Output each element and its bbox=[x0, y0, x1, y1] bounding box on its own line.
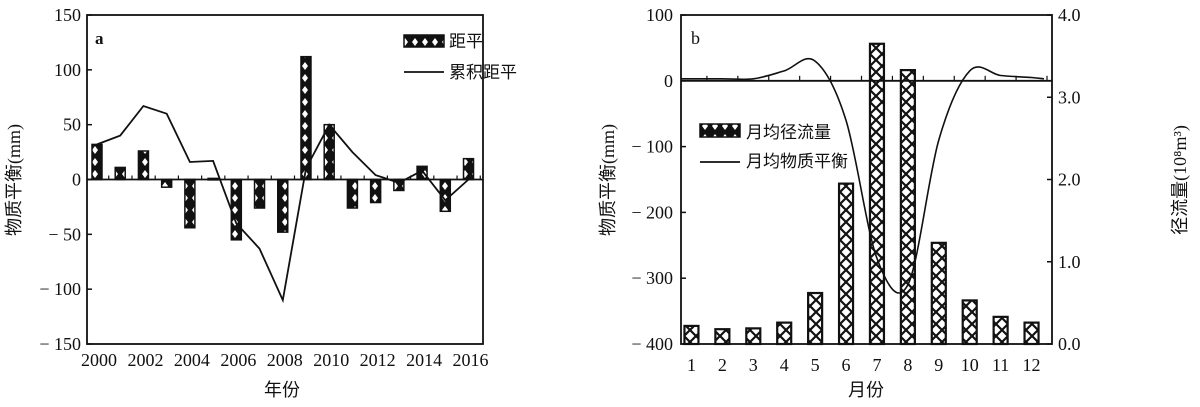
y-tick-label: 50 bbox=[63, 115, 81, 135]
x-tick-label: 1 bbox=[687, 355, 696, 375]
bar bbox=[745, 327, 762, 346]
legend-bar-label: 月均径流量 bbox=[746, 123, 831, 142]
y-tick-label: − 200 bbox=[631, 202, 673, 222]
right-y-tick-label: 2.0 bbox=[1058, 170, 1081, 190]
chart-panel-b: 100 0 − 100 − 200 − 300 − 400 4.0 3.0 2.0 1.0 0.0… bbox=[598, 5, 1191, 400]
x-tick-label: 7 bbox=[872, 355, 881, 375]
bar bbox=[837, 182, 855, 346]
x-tick-label: 2004 bbox=[174, 350, 210, 370]
legend-line-label: 累积距平 bbox=[449, 63, 517, 82]
y-tick-label: − 300 bbox=[631, 268, 673, 288]
bar bbox=[462, 157, 475, 181]
y-axis-label: 物质平衡(mm) bbox=[598, 124, 619, 236]
bar bbox=[346, 178, 359, 209]
bar bbox=[160, 178, 173, 188]
x-tick-label: 5 bbox=[811, 355, 820, 375]
x-axis-label: 年份 bbox=[264, 380, 300, 400]
x-tick-label: 2008 bbox=[267, 350, 303, 370]
x-tick-label: 6 bbox=[842, 355, 851, 375]
bar bbox=[137, 150, 150, 181]
x-tick-label: 2002 bbox=[127, 350, 163, 370]
bar bbox=[930, 241, 947, 346]
right-y-axis-label: 径流量(10⁸m³) bbox=[1170, 125, 1191, 235]
right-y-tick-label: 3.0 bbox=[1058, 87, 1081, 107]
bar bbox=[184, 178, 196, 229]
y-tick-label: − 100 bbox=[631, 137, 673, 157]
y-tick-label: − 400 bbox=[631, 334, 673, 354]
bar bbox=[992, 315, 1009, 346]
bar bbox=[807, 291, 824, 346]
legend: 月均径流量 月均物质平衡 bbox=[699, 123, 848, 171]
plot-frame bbox=[680, 14, 1053, 345]
y-axis-label: 物质平衡(mm) bbox=[4, 124, 25, 236]
bar bbox=[253, 178, 266, 209]
bar bbox=[776, 321, 793, 346]
x-tick-label: 10 bbox=[961, 355, 979, 375]
bar bbox=[714, 328, 731, 346]
runoff-bars bbox=[683, 42, 1040, 346]
chart-panel-a: 150 100 50 0 − 50 − 100 − 150 2000 2002 2004 2006… bbox=[4, 5, 517, 400]
x-tick-label: 8 bbox=[903, 355, 912, 375]
x-axis-ticks: 1 2 3 4 5 6 7 8 9 10 11 12 bbox=[687, 75, 1048, 375]
y-tick-label: − 100 bbox=[39, 279, 81, 299]
x-axis-ticks: 2000 2002 2004 2006 2008 2010 2012 2014 2016 bbox=[81, 175, 489, 370]
y-tick-label: 100 bbox=[646, 5, 673, 25]
x-tick-label: 9 bbox=[934, 355, 943, 375]
bar bbox=[230, 178, 243, 241]
x-tick-label: 2 bbox=[718, 355, 727, 375]
y-tick-label: 150 bbox=[54, 5, 81, 25]
mass-balance-line bbox=[680, 57, 1045, 294]
y-tick-label: − 150 bbox=[39, 334, 81, 354]
legend-bar-swatch bbox=[699, 123, 741, 138]
bar bbox=[961, 299, 978, 346]
y-axis-ticks: 150 100 50 0 − 50 − 100 − 150 bbox=[39, 5, 92, 354]
legend-bar-label: 距平 bbox=[449, 32, 483, 51]
bar bbox=[114, 166, 126, 181]
right-y-tick-label: 4.0 bbox=[1058, 5, 1081, 25]
x-tick-label: 12 bbox=[1023, 355, 1041, 375]
right-y-tick-label: 1.0 bbox=[1058, 252, 1081, 272]
bar bbox=[683, 324, 700, 346]
y-tick-label: 0 bbox=[72, 170, 81, 190]
panel-label: b bbox=[691, 28, 700, 48]
x-tick-label: 2000 bbox=[81, 350, 117, 370]
x-tick-label: 3 bbox=[749, 355, 758, 375]
right-y-axis-ticks: 4.0 3.0 2.0 1.0 0.0 bbox=[1047, 5, 1081, 354]
bar bbox=[1023, 321, 1040, 346]
legend-bar-swatch bbox=[403, 34, 445, 48]
x-tick-label: 2010 bbox=[313, 350, 349, 370]
x-tick-label: 2016 bbox=[453, 350, 489, 370]
x-tick-label: 2014 bbox=[406, 350, 442, 370]
x-tick-label: 2012 bbox=[360, 350, 396, 370]
bar bbox=[91, 143, 103, 181]
bar bbox=[369, 178, 382, 204]
legend: 距平 累积距平 bbox=[403, 32, 517, 82]
panel-label: a bbox=[95, 29, 104, 48]
bar bbox=[277, 178, 289, 233]
bar bbox=[868, 42, 886, 346]
x-axis-label: 月份 bbox=[848, 380, 884, 400]
y-tick-label: 0 bbox=[664, 71, 673, 91]
bar bbox=[899, 69, 916, 346]
x-tick-label: 2006 bbox=[220, 350, 256, 370]
left-y-axis-ticks: 100 0 − 100 − 200 − 300 − 400 bbox=[631, 5, 686, 354]
right-y-tick-label: 0.0 bbox=[1058, 334, 1081, 354]
y-tick-label: − 50 bbox=[48, 224, 81, 244]
legend-line-label: 月均物质平衡 bbox=[746, 152, 848, 171]
x-tick-label: 4 bbox=[780, 355, 789, 375]
x-tick-label: 11 bbox=[992, 355, 1009, 375]
anomaly-bars bbox=[91, 55, 475, 241]
y-tick-label: 100 bbox=[54, 60, 81, 80]
